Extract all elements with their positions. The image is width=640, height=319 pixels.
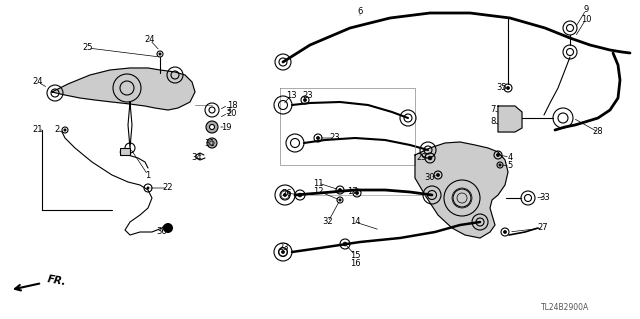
Text: 12: 12 — [313, 187, 323, 196]
Circle shape — [210, 141, 214, 145]
Polygon shape — [415, 142, 508, 238]
FancyBboxPatch shape — [120, 148, 130, 155]
Circle shape — [206, 121, 218, 133]
Circle shape — [343, 242, 347, 246]
Circle shape — [355, 191, 358, 195]
Text: 21: 21 — [33, 125, 44, 135]
Circle shape — [64, 129, 66, 131]
Text: 9: 9 — [584, 5, 589, 14]
Text: 23: 23 — [278, 243, 289, 253]
Circle shape — [428, 156, 432, 160]
Text: 30: 30 — [425, 173, 435, 182]
Text: 31: 31 — [205, 138, 215, 147]
Circle shape — [499, 164, 501, 166]
Text: FR.: FR. — [46, 274, 67, 288]
Circle shape — [303, 99, 307, 101]
Circle shape — [159, 53, 161, 55]
Text: 36: 36 — [157, 227, 168, 236]
Text: TL24B2900A: TL24B2900A — [541, 303, 589, 313]
Text: 5: 5 — [508, 161, 513, 170]
Text: 8: 8 — [490, 117, 496, 127]
Text: 27: 27 — [538, 224, 548, 233]
Circle shape — [317, 137, 319, 139]
Text: 26: 26 — [282, 189, 292, 197]
Text: 16: 16 — [349, 258, 360, 268]
Text: 29: 29 — [417, 153, 428, 162]
Circle shape — [209, 124, 214, 130]
Text: 7: 7 — [490, 106, 496, 115]
Text: 24: 24 — [33, 78, 44, 86]
Circle shape — [504, 231, 506, 234]
Circle shape — [339, 189, 342, 191]
Text: 34: 34 — [192, 152, 202, 161]
Text: 15: 15 — [349, 250, 360, 259]
Text: 32: 32 — [323, 218, 333, 226]
Text: 14: 14 — [349, 218, 360, 226]
Text: 10: 10 — [580, 14, 591, 24]
Polygon shape — [498, 106, 522, 132]
Circle shape — [339, 199, 341, 201]
Text: 25: 25 — [83, 43, 93, 53]
Circle shape — [284, 194, 287, 197]
Text: 35: 35 — [497, 84, 508, 93]
Text: 11: 11 — [313, 179, 323, 188]
Text: 28: 28 — [593, 128, 604, 137]
Text: 18: 18 — [227, 100, 237, 109]
Circle shape — [506, 86, 509, 90]
Circle shape — [207, 138, 217, 148]
Text: 24: 24 — [145, 35, 156, 44]
Circle shape — [436, 174, 440, 176]
Polygon shape — [52, 68, 195, 110]
Text: 3: 3 — [225, 108, 230, 116]
Circle shape — [497, 153, 499, 157]
Text: 19: 19 — [221, 122, 231, 131]
Text: 2: 2 — [54, 125, 60, 135]
Text: 23: 23 — [303, 91, 314, 100]
Circle shape — [147, 187, 150, 189]
Text: 1: 1 — [145, 170, 150, 180]
Text: 4: 4 — [508, 152, 513, 161]
Circle shape — [298, 193, 302, 197]
Text: 33: 33 — [540, 192, 550, 202]
Text: 6: 6 — [357, 8, 363, 17]
Circle shape — [282, 250, 285, 254]
Text: 13: 13 — [285, 91, 296, 100]
Text: 23: 23 — [330, 133, 340, 143]
Text: 20: 20 — [227, 108, 237, 117]
Circle shape — [163, 223, 173, 233]
Text: 22: 22 — [163, 183, 173, 192]
Text: 17: 17 — [347, 188, 357, 197]
